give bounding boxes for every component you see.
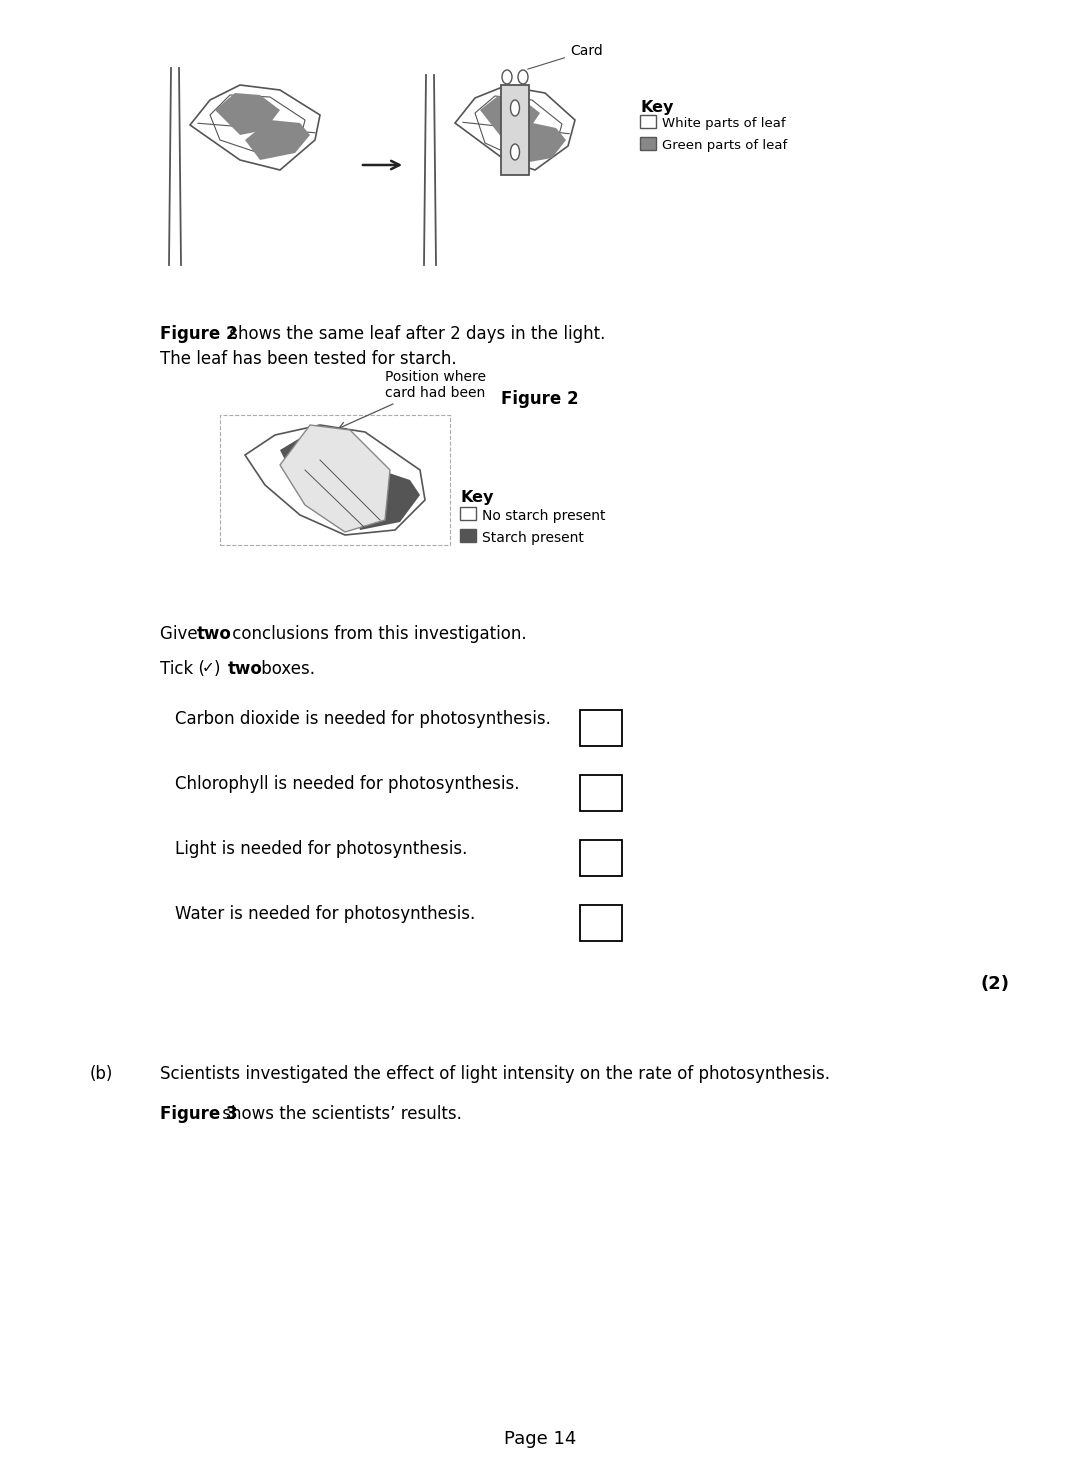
- Text: No starch present: No starch present: [482, 509, 606, 524]
- Text: Card: Card: [528, 44, 603, 69]
- Polygon shape: [215, 93, 280, 136]
- Text: Figure 2: Figure 2: [501, 389, 579, 409]
- Text: Starch present: Starch present: [482, 531, 584, 544]
- Polygon shape: [508, 122, 566, 164]
- Polygon shape: [245, 425, 426, 535]
- Bar: [460, 507, 476, 521]
- Text: Figure 2: Figure 2: [160, 324, 238, 344]
- Text: (2): (2): [981, 975, 1010, 993]
- Text: Position where
card had been: Position where card had been: [339, 370, 486, 429]
- Text: shows the same leaf after 2 days in the light.: shows the same leaf after 2 days in the …: [224, 324, 606, 344]
- Polygon shape: [501, 86, 529, 176]
- Text: Tick (: Tick (: [160, 659, 205, 679]
- Text: two: two: [197, 625, 232, 643]
- Polygon shape: [475, 96, 562, 159]
- Text: Carbon dioxide is needed for photosynthesis.: Carbon dioxide is needed for photosynthe…: [175, 709, 551, 729]
- Text: Chlorophyll is needed for photosynthesis.: Chlorophyll is needed for photosynthesis…: [175, 774, 519, 794]
- Text: Figure 3: Figure 3: [160, 1105, 238, 1122]
- Text: The leaf has been tested for starch.: The leaf has been tested for starch.: [160, 350, 457, 367]
- Text: Key: Key: [460, 490, 494, 504]
- Bar: [580, 709, 622, 746]
- Bar: [460, 530, 476, 541]
- Ellipse shape: [511, 145, 519, 159]
- Bar: [220, 414, 450, 544]
- Polygon shape: [210, 94, 305, 155]
- Bar: [580, 906, 622, 941]
- Text: (b): (b): [90, 1065, 113, 1083]
- Text: Green parts of leaf: Green parts of leaf: [662, 140, 787, 152]
- Polygon shape: [455, 86, 575, 170]
- Polygon shape: [245, 119, 310, 159]
- Polygon shape: [350, 471, 420, 530]
- Text: White parts of leaf: White parts of leaf: [662, 118, 785, 130]
- Polygon shape: [480, 96, 540, 139]
- Text: two: two: [228, 659, 262, 679]
- Text: ✓: ✓: [202, 659, 215, 676]
- Text: Page 14: Page 14: [503, 1429, 577, 1448]
- Bar: [580, 774, 622, 811]
- Text: Scientists investigated the effect of light intensity on the rate of photosynthe: Scientists investigated the effect of li…: [160, 1065, 831, 1083]
- Text: boxes.: boxes.: [256, 659, 315, 679]
- Text: conclusions from this investigation.: conclusions from this investigation.: [227, 625, 527, 643]
- Ellipse shape: [518, 69, 528, 84]
- Text: Give: Give: [160, 625, 203, 643]
- Text: Key: Key: [640, 100, 673, 115]
- Text: Light is needed for photosynthesis.: Light is needed for photosynthesis.: [175, 839, 468, 858]
- Polygon shape: [280, 432, 375, 485]
- Text: ): ): [214, 659, 226, 679]
- Polygon shape: [190, 86, 320, 170]
- Text: Water is needed for photosynthesis.: Water is needed for photosynthesis.: [175, 906, 475, 923]
- Text: shows the scientists’ results.: shows the scientists’ results.: [217, 1105, 462, 1122]
- Polygon shape: [280, 425, 390, 532]
- Bar: [580, 839, 622, 876]
- Bar: [640, 115, 656, 128]
- Ellipse shape: [502, 69, 512, 84]
- Ellipse shape: [511, 100, 519, 117]
- Bar: [640, 137, 656, 150]
